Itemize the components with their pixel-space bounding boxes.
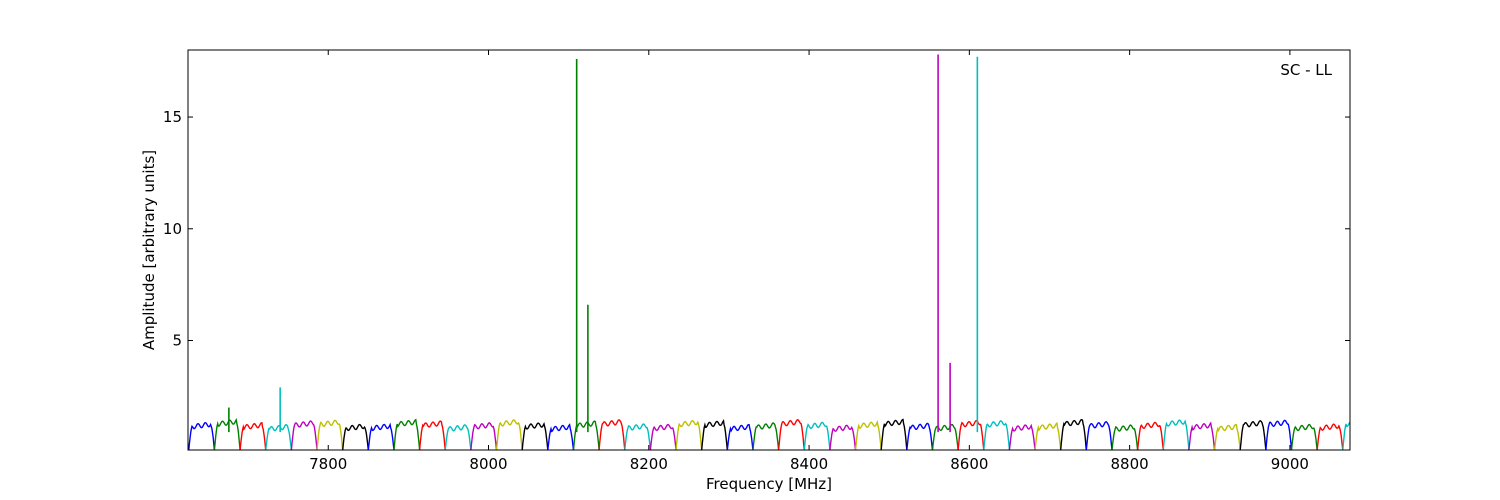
channel-series xyxy=(1265,419,1293,451)
panel-annotation: SC - LL xyxy=(1280,61,1332,79)
channel-series xyxy=(1060,419,1087,451)
spike-layer xyxy=(228,54,979,433)
channel-series xyxy=(1008,423,1036,451)
channel-series xyxy=(957,419,985,451)
channel-series xyxy=(1342,421,1351,451)
channel-series xyxy=(1188,421,1216,451)
x-tick-label: 8000 xyxy=(469,455,507,473)
channel-series xyxy=(393,418,421,451)
channel-series xyxy=(367,422,395,451)
channel-series xyxy=(290,420,318,451)
channel-series xyxy=(213,417,241,451)
channel-series xyxy=(265,423,293,451)
channel-series xyxy=(829,424,857,451)
channel-series xyxy=(854,420,882,451)
series-layer xyxy=(188,417,1351,451)
channel-series xyxy=(803,421,831,451)
channel-series xyxy=(1085,421,1113,451)
plot-frame xyxy=(187,49,1351,451)
channel-series xyxy=(418,420,446,451)
channel-series xyxy=(777,419,805,451)
y-axis-title: Amplitude [arbitrary units] xyxy=(140,150,158,350)
channel-series xyxy=(649,423,677,451)
y-tick-label: 5 xyxy=(172,332,182,350)
channel-series xyxy=(188,421,216,451)
channel-series xyxy=(495,419,523,451)
channel-series xyxy=(1034,421,1062,451)
channel-series xyxy=(1111,424,1139,451)
channel-series xyxy=(547,423,575,451)
channel-series xyxy=(598,419,626,451)
channel-series xyxy=(572,420,600,451)
x-tick-label: 8200 xyxy=(630,455,668,473)
channel-series xyxy=(880,418,908,451)
channel-series xyxy=(931,423,959,451)
channel-series xyxy=(316,419,344,451)
channel-series xyxy=(906,422,934,451)
channel-series xyxy=(1162,419,1190,451)
channel-series xyxy=(470,422,498,451)
channel-series xyxy=(1290,423,1318,451)
x-tick-label: 7800 xyxy=(309,455,347,473)
channel-series xyxy=(1239,420,1267,451)
y-tick-label: 10 xyxy=(163,220,182,238)
channel-series xyxy=(983,420,1011,451)
y-axis: 5 10 15 xyxy=(163,108,1350,350)
channel-series xyxy=(342,423,369,451)
channel-series xyxy=(701,419,728,451)
x-tick-label: 9000 xyxy=(1271,455,1309,473)
channel-series xyxy=(624,423,652,451)
x-tick-label: 8800 xyxy=(1111,455,1149,473)
channel-series xyxy=(1316,423,1344,451)
channel-series xyxy=(521,421,549,451)
x-tick-label: 8600 xyxy=(950,455,988,473)
channel-series xyxy=(239,422,267,451)
y-tick-label: 15 xyxy=(163,108,182,126)
channel-series xyxy=(444,424,472,451)
x-tick-label: 8400 xyxy=(790,455,828,473)
channel-series xyxy=(1213,423,1241,451)
channel-series xyxy=(752,422,780,451)
channel-series xyxy=(726,423,754,451)
channel-series xyxy=(1136,421,1164,451)
x-axis-title: Frequency [MHz] xyxy=(706,475,832,493)
x-axis: 7800 8000 8200 8400 8600 8800 9000 xyxy=(309,50,1309,473)
channel-series xyxy=(675,419,703,451)
